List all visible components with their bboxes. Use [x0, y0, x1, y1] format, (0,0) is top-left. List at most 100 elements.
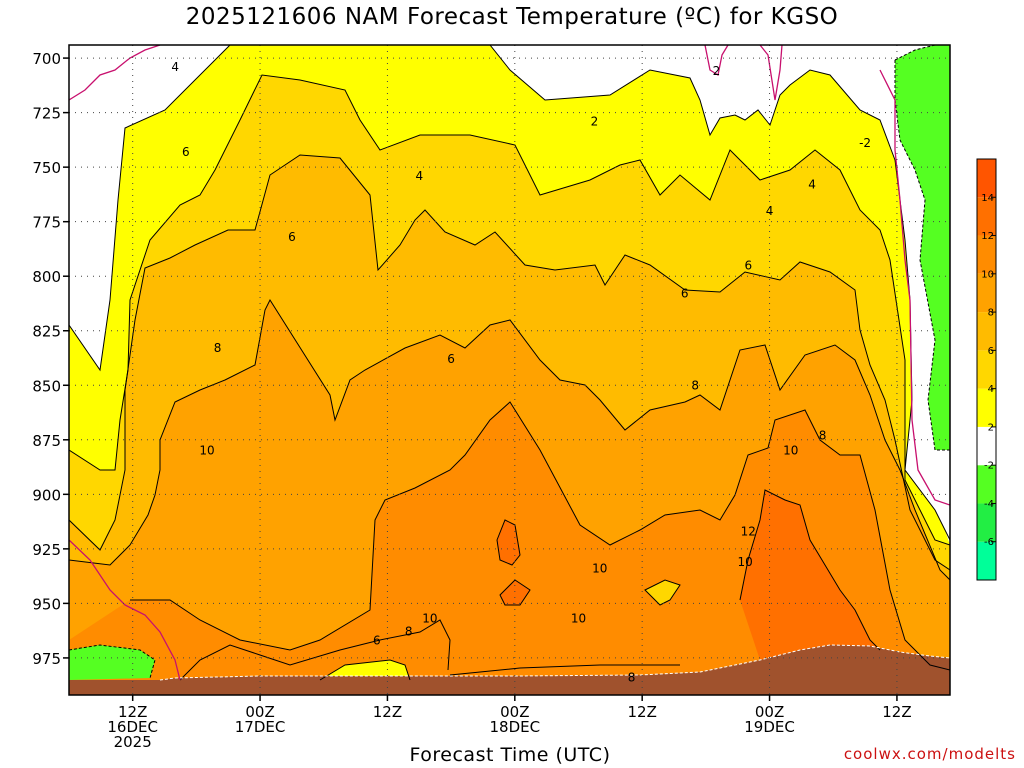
colorbar: -6 -4 -2 2 4 6 8 10 12 14	[976, 158, 997, 581]
x-tick-label: 18DEC	[490, 718, 541, 736]
colorbar-label: -6	[984, 537, 994, 548]
x-tick-label: 00Z	[500, 703, 529, 721]
colorbar-label: 6	[988, 346, 994, 357]
contour-label: 4	[415, 169, 423, 183]
colorbar-label: -4	[984, 499, 994, 510]
contour-label: 8	[214, 341, 222, 355]
y-tick-label: 725	[32, 105, 61, 123]
y-tick-label: 700	[32, 50, 61, 68]
contour-label: 6	[447, 352, 455, 366]
x-tick-label: 17DEC	[235, 718, 286, 736]
colorbar-segment	[977, 503, 996, 542]
y-axis: 700 725 750 775 800 825 850 875 900 925 950 975	[32, 50, 69, 668]
colorbar-segment	[977, 350, 996, 389]
contour-label: 2	[591, 114, 599, 128]
freezing-line-right	[704, 45, 950, 506]
contour-label: 10	[592, 561, 607, 575]
contour-dashed-right	[894, 45, 950, 451]
plot-frame	[68, 44, 951, 696]
x-tick-label: 12Z	[882, 703, 911, 721]
band-cold-bottom-green	[69, 645, 155, 680]
colorbar-segment	[977, 197, 996, 236]
y-tick-label: 875	[32, 432, 61, 450]
contour-label: 6	[373, 633, 381, 647]
contour-label: 10	[783, 444, 798, 458]
colorbar-segment	[977, 235, 996, 274]
freezing-line-topleft	[69, 45, 161, 101]
contour-12-c	[499, 579, 531, 606]
colorbar-segment	[977, 388, 996, 427]
contour-12-b	[496, 519, 521, 566]
contour-2	[69, 45, 231, 372]
x-tick-label: 00Z	[755, 703, 784, 721]
contour-label: 8	[405, 625, 413, 639]
x-tick-label: 19DEC	[744, 718, 795, 736]
x-tick-label: 16DEC	[107, 718, 158, 736]
contour-label: 6	[288, 230, 296, 244]
contour-label: 12	[741, 524, 756, 538]
contour-6	[69, 154, 950, 571]
contour-label: 10	[199, 444, 214, 458]
contour-8-low-b	[449, 664, 680, 676]
colorbar-segment	[977, 312, 996, 351]
x-tick-label: 00Z	[245, 703, 274, 721]
contour-ground-edge	[159, 644, 950, 681]
y-tick-label: 825	[32, 323, 61, 341]
contour-label: 10	[738, 555, 753, 569]
contour-10	[130, 401, 950, 671]
x-axis-label: Forecast Time (UTC)	[409, 744, 611, 766]
contour-label: 6	[681, 287, 689, 301]
contour-small	[644, 579, 681, 606]
contour-label: 4	[766, 204, 774, 218]
colorbar-segment	[977, 541, 996, 580]
y-tick-label: 925	[32, 541, 61, 559]
contour-label: 10	[571, 612, 586, 626]
band-cold-green	[895, 45, 950, 450]
colorbar-label: 12	[981, 231, 994, 242]
ground	[69, 645, 950, 695]
band-12-14-small	[497, 520, 520, 565]
colorbar-segment	[977, 426, 996, 466]
colorbar-segment	[977, 159, 996, 198]
contour-label: 4	[171, 60, 179, 74]
grid	[69, 45, 950, 695]
contour-12	[739, 489, 881, 651]
contour-label: 6	[745, 258, 753, 272]
freezing-lines	[69, 45, 950, 681]
plot-area: 4 6 4 6 8 10 6 2 2 -2 4 4 6 6 8 8 10 12 10 10 10 10 8 6 8	[69, 45, 950, 695]
colorbar-label: 10	[981, 269, 994, 280]
contour-label: 8	[819, 428, 827, 442]
colorbar-label: 2	[988, 422, 994, 433]
band-pocket-white	[69, 45, 230, 120]
band-12-14-small2	[500, 580, 530, 605]
contour-dashed-bottom	[69, 644, 156, 679]
colorbar-label: -2	[984, 461, 994, 472]
y-tick-label: 800	[32, 268, 61, 286]
colorbar-segment	[977, 465, 996, 504]
colorbar-label: 8	[988, 308, 994, 319]
contour-labels: 4 6 4 6 8 10 6 2 2 -2 4 4 6 6 8 8 10 12 10 10 10 10 8 6 8	[171, 60, 871, 685]
dashed-contours	[69, 45, 950, 681]
contour-8	[69, 298, 950, 581]
contours	[69, 45, 950, 681]
contour-label: 6	[182, 145, 190, 159]
y-tick-label: 750	[32, 159, 61, 177]
y-tick-label: 900	[32, 486, 61, 504]
x-tick-label: 12Z	[118, 703, 147, 721]
chart-title: 2025121606 NAM Forecast Temperature (ºC)…	[185, 4, 839, 30]
y-tick-label: 775	[32, 214, 61, 232]
contour-label: -2	[859, 136, 871, 150]
contour-6-low	[319, 659, 411, 681]
colorbar-label: 14	[981, 193, 994, 204]
contour-4	[69, 74, 950, 546]
contour-8-low	[179, 619, 451, 681]
x-tick-label: 12Z	[373, 703, 402, 721]
y-tick-label: 975	[32, 650, 61, 668]
y-tick-label: 950	[32, 595, 61, 613]
contour-label: 8	[628, 671, 636, 685]
contour-label: 2	[713, 64, 721, 78]
x-tick-label: 12Z	[627, 703, 656, 721]
y-tick-label: 850	[32, 377, 61, 395]
